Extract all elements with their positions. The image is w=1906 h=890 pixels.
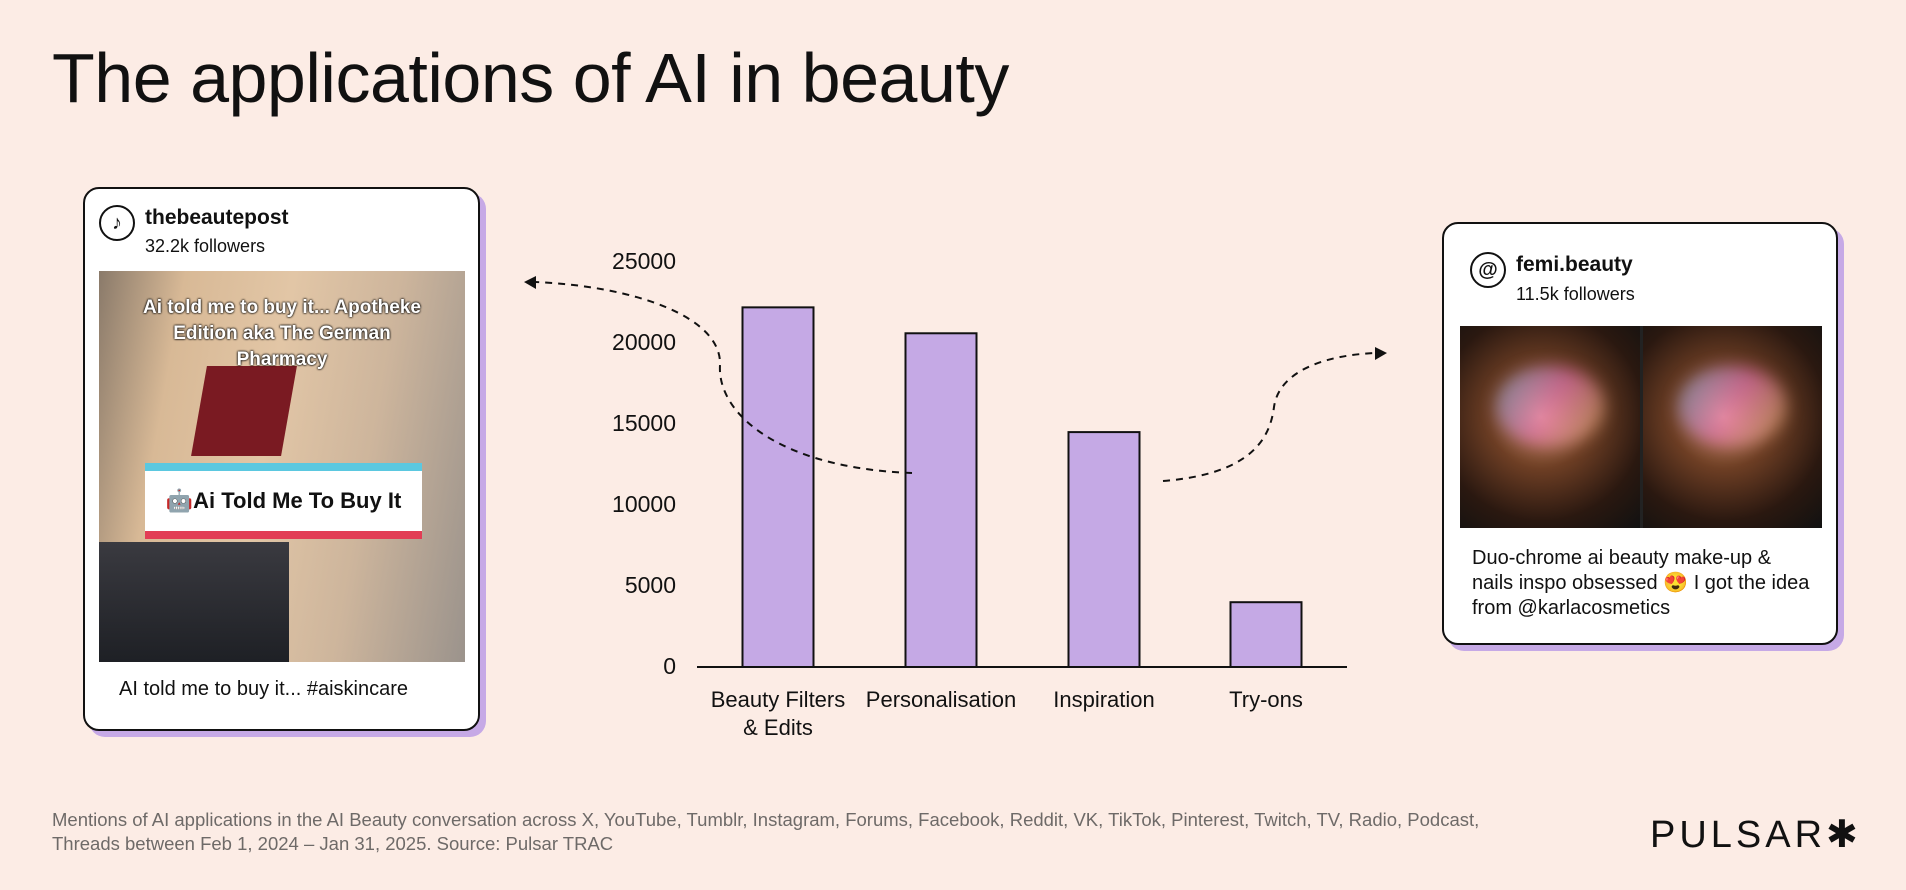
y-tick-label: 20000 (612, 329, 676, 355)
bar-2 (904, 332, 978, 668)
y-tick-label: 5000 (624, 572, 676, 598)
post-followers: 32.2k followers (145, 236, 266, 256)
bar-1 (741, 306, 815, 668)
post-username: femi.beauty (1516, 253, 1633, 276)
x-tick-label-line: Inspiration (1053, 687, 1155, 712)
bar-3 (1067, 431, 1141, 668)
x-tick-label: Inspiration (1019, 686, 1189, 714)
image-divider (1639, 326, 1643, 528)
threads-icon: @ (1470, 252, 1506, 288)
x-tick-label: Try-ons (1181, 686, 1351, 714)
y-tick-label: 10000 (612, 491, 676, 517)
source-note: Mentions of AI applications in the AI Be… (52, 809, 1480, 854)
threads-post-card: @ femi.beauty 11.5k followers Duo-chrome… (1442, 222, 1838, 645)
storefront-shape (99, 542, 289, 662)
image-left-face (1460, 326, 1640, 528)
x-tick-label-line: Try-ons (1229, 687, 1303, 712)
post-username: thebeautepost (145, 206, 289, 229)
y-tick-label: 0 (663, 653, 676, 679)
image-right-face (1642, 326, 1822, 528)
y-tick-label: 15000 (612, 410, 676, 436)
arrow-to-right-post (1162, 352, 1377, 482)
y-tick-label: 25000 (612, 248, 676, 274)
x-tick-label-line: & Edits (743, 715, 813, 740)
x-tick-label: Personalisation (856, 686, 1026, 714)
arrowhead-left (524, 276, 536, 289)
tiktok-post-card: ♪ thebeautepost 32.2k followers Ai told … (83, 187, 480, 731)
image-overlay-text: Ai told me to buy it... Apotheke Edition… (143, 297, 421, 370)
arrow-to-left-post (534, 281, 913, 474)
x-tick-label-line: Beauty Filters (710, 687, 846, 712)
post-caption: Duo-chrome ai beauty make-up & nails ins… (1472, 547, 1810, 619)
post-image: Ai told me to buy it... Apotheke Edition… (99, 271, 465, 662)
bar-4 (1229, 601, 1303, 669)
post-caption: AI told me to buy it... #aiskincare (119, 678, 409, 700)
pulsar-logo: PULSAR✱ (1650, 814, 1862, 856)
post-followers: 11.5k followers (1516, 284, 1635, 304)
tiktok-icon: ♪ (99, 205, 135, 241)
arrowhead-right (1375, 347, 1387, 360)
post-image (1460, 326, 1822, 528)
page-title: The applications of AI in beauty (52, 39, 1009, 117)
x-tick-label: Beauty Filters & Edits (693, 686, 863, 742)
image-sign-text: 🤖Ai Told Me To Buy It (145, 463, 422, 539)
x-tick-label-line: Personalisation (865, 687, 1017, 712)
